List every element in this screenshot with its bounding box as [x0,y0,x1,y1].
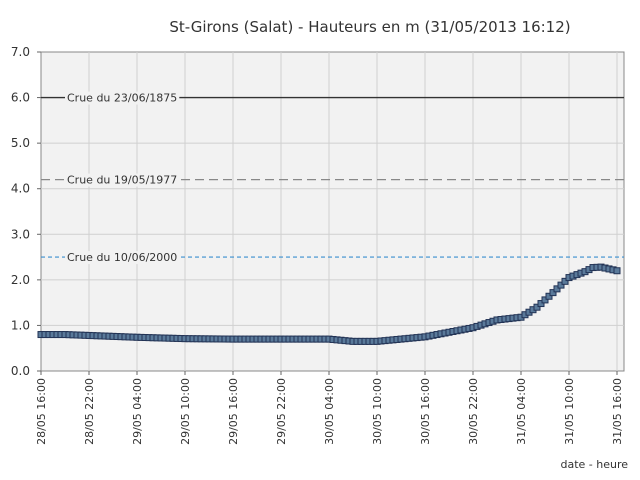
data-point [545,292,553,300]
data-point [537,300,545,308]
x-tick-label: 30/05 22:00 [467,378,480,445]
x-tick-label: 30/05 16:00 [419,378,432,445]
x-tick-label: 31/05 10:00 [563,378,576,445]
reference-line-label: Crue du 10/06/2000 [67,251,177,264]
y-tick-label: 6.0 [11,91,30,105]
x-tick-label: 29/05 16:00 [227,378,240,445]
data-point [561,277,569,285]
x-tick-label: 29/05 22:00 [275,378,288,445]
y-tick-label: 1.0 [11,318,30,332]
data-point [541,296,549,304]
data-point [557,281,565,289]
reference-line-label: Crue du 23/06/1875 [67,92,177,105]
x-tick-label: 29/05 10:00 [179,378,192,445]
reference-line-label: Crue du 19/05/1977 [67,174,177,187]
data-point [553,285,561,293]
data-point [549,289,557,297]
data-point [533,303,541,311]
series-layer [37,263,621,345]
y-axis: 0.0 1.0 2.0 3.0 4.0 5.0 6.0 7.0 [11,45,41,378]
x-tick-label: 31/05 16:00 [611,378,624,445]
reference-lines: Crue du 23/06/1875 Crue du 19/05/1977 Crue… [41,91,624,265]
chart-title: St-Girons (Salat) - Hauteurs en m (31/05… [169,18,571,36]
reference-label-bg [65,173,180,187]
x-axis-title: date - heure [560,458,628,471]
x-tick-label: 28/05 16:00 [35,378,48,445]
y-tick-label: 0.0 [11,364,30,378]
x-tick-label: 31/05 04:00 [515,378,528,445]
reference-label-bg [65,251,180,265]
x-tick-label: 29/05 04:00 [131,378,144,445]
x-tick-label: 28/05 22:00 [83,378,96,445]
y-tick-label: 7.0 [11,45,30,59]
y-tick-label: 2.0 [11,273,30,287]
data-point [613,267,621,275]
y-tick-label: 5.0 [11,136,30,150]
y-tick-label: 4.0 [11,182,30,196]
x-axis: 28/05 16:00 28/05 22:00 29/05 04:00 29/05 1… [35,371,624,445]
x-tick-label: 30/05 10:00 [371,378,384,445]
reference-label-bg [65,91,180,105]
x-tick-label: 30/05 04:00 [323,378,336,445]
y-tick-label: 3.0 [11,227,30,241]
